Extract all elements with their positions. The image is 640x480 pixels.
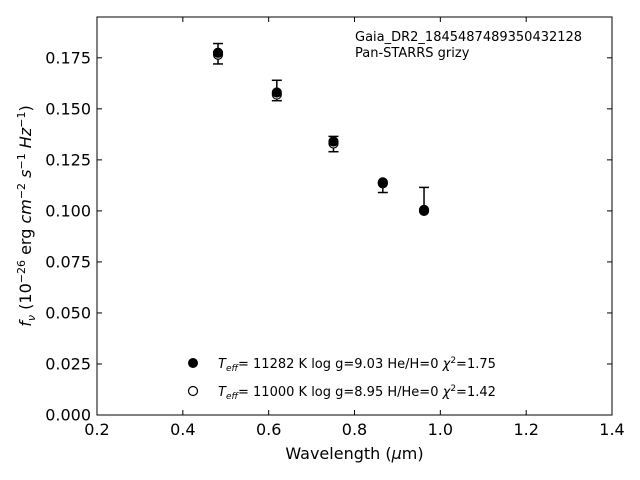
x-tick-label: 1.4 [599, 420, 624, 439]
x-tick-label: 0.2 [84, 420, 109, 439]
x-axis-label: Wavelength (μm) [285, 444, 423, 463]
legend-entry-2: Teff= 11000 K log g=8.95 H/He=0 χ2=1.42 [218, 384, 496, 402]
legend: Teff= 11282 K log g=9.03 He/H=0 χ2=1.75 … [187, 356, 496, 402]
y-tick-label: 0.025 [45, 354, 91, 373]
object-id-annotation: Gaia_DR2_1845487489350432128 [355, 30, 582, 45]
data-points [212, 47, 430, 216]
y-tick-label: 0.100 [45, 201, 91, 220]
y-tick-label: 0.050 [45, 303, 91, 322]
x-tick-label: 1.0 [428, 420, 453, 439]
y-axis: 0.000 0.025 0.050 0.075 0.100 0.125 0.150 0.175 [45, 48, 612, 425]
y-tick-label: 0.125 [45, 150, 91, 169]
x-tick-label: 0.4 [170, 420, 195, 439]
point-filled [328, 136, 339, 147]
point-filled [418, 205, 430, 216]
x-axis: 0.2 0.4 0.6 0.8 1.0 1.2 1.4 [84, 17, 625, 439]
x-tick-label: 0.6 [256, 420, 281, 439]
survey-annotation: Pan-STARRS grizy [355, 46, 470, 61]
legend-marker-filled [188, 358, 198, 368]
error-bars [213, 42, 430, 212]
y-tick-label: 0.150 [45, 99, 91, 118]
legend-marker-open [187, 385, 199, 397]
y-tick-label: 0.175 [45, 48, 91, 67]
legend-entry-1: Teff= 11282 K log g=9.03 He/H=0 χ2=1.75 [218, 356, 496, 374]
y-axis-label: fν (10−26 erg cm−2 s−1 Hz−1) [15, 105, 38, 326]
point-filled [212, 47, 224, 58]
point-filled [271, 87, 282, 98]
x-tick-label: 1.2 [513, 420, 538, 439]
point-filled [377, 177, 388, 188]
y-tick-label: 0.000 [45, 406, 91, 425]
plot-frame [96, 16, 613, 416]
y-tick-label: 0.075 [45, 252, 91, 271]
x-tick-label: 0.8 [342, 420, 367, 439]
